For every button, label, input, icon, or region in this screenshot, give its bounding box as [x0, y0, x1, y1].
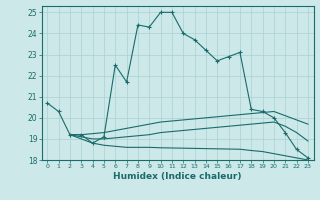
X-axis label: Humidex (Indice chaleur): Humidex (Indice chaleur) — [113, 172, 242, 181]
